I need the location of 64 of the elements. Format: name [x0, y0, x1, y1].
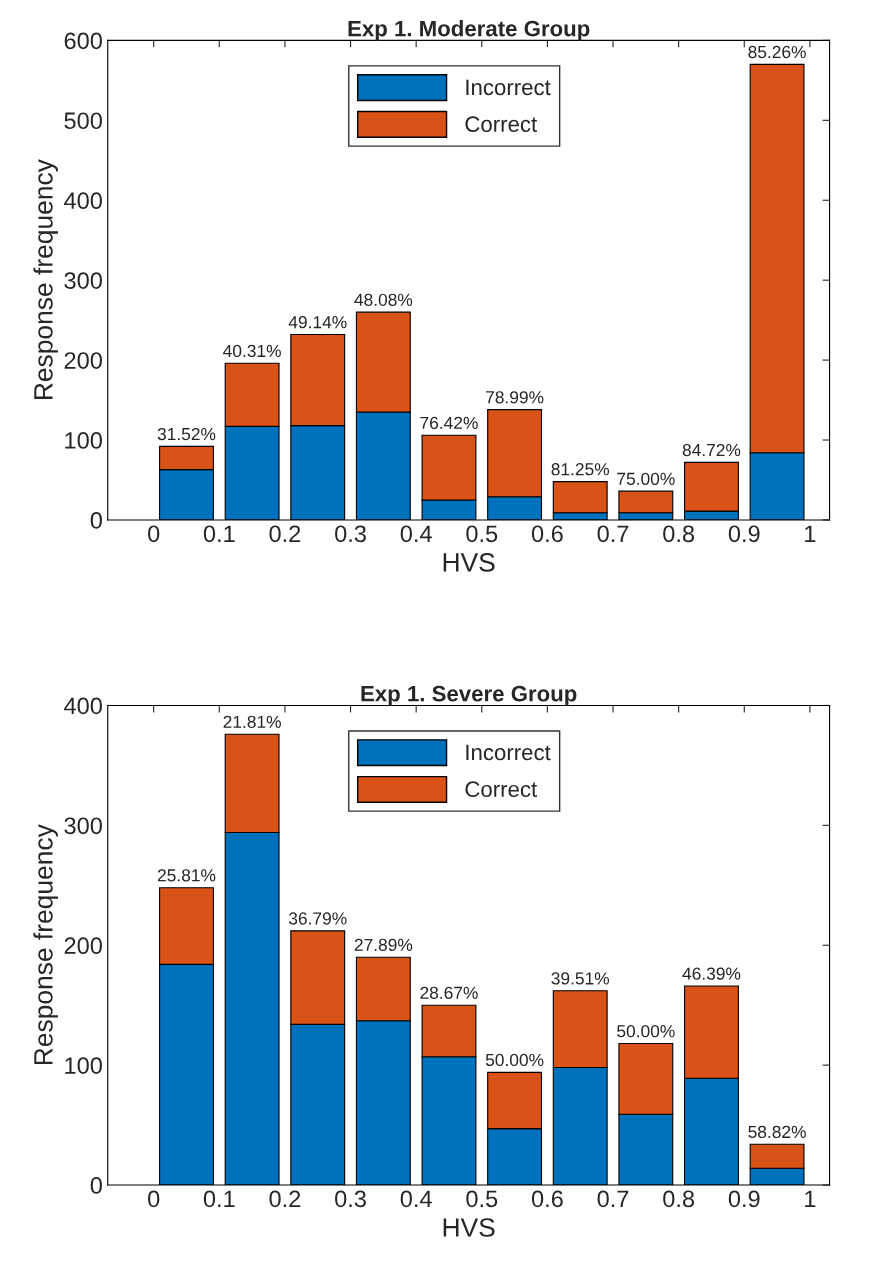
annotation: 75.00% [617, 472, 675, 485]
y-tick-label: 100 [65, 1057, 102, 1074]
x-tick-label: 0.4 [400, 1190, 432, 1208]
annotation: 81.25% [551, 463, 610, 476]
legend-label: Incorrect [466, 79, 551, 96]
annotation: 25.81% [157, 869, 216, 882]
x-tick-label: 0.6 [531, 1190, 563, 1208]
y-axis-title: Response frequency [33, 159, 58, 400]
y-tick-label: 300 [64, 272, 102, 289]
y-tick-label: 0 [90, 1177, 102, 1194]
annotation: 78.99% [486, 391, 544, 404]
y-tick-label: 300 [64, 817, 102, 835]
x-tick-label: 0.8 [663, 1190, 695, 1208]
y-tick-label: 600 [64, 32, 102, 50]
legend-label: Correct [465, 781, 538, 798]
x-tick-label: 0.5 [466, 525, 498, 543]
annotation: 21.81% [223, 715, 281, 729]
annotation: 84.72% [682, 443, 741, 457]
y-tick-label: 400 [64, 697, 102, 715]
annotation: 46.39% [682, 967, 741, 980]
annotation: 40.31% [223, 344, 281, 358]
x-tick-label: 0.4 [400, 525, 432, 543]
y-tick-label: 200 [64, 352, 102, 369]
x-tick-label: 0.6 [531, 525, 563, 543]
x-tick-label: 0.7 [597, 525, 629, 543]
y-tick-label: 100 [65, 432, 102, 449]
x-tick-label: 0.5 [466, 1190, 498, 1208]
annotation: 76.42% [420, 416, 478, 430]
annotation: 36.79% [288, 912, 347, 925]
x-tick-label: 0.2 [269, 1190, 301, 1208]
x-tick-label: 0.7 [597, 1190, 629, 1208]
annotation: 50.00% [485, 1053, 544, 1067]
y-tick-label: 0 [90, 512, 102, 529]
annotation: 58.82% [748, 1125, 806, 1139]
x-tick-label: 1 [805, 525, 816, 542]
y-tick-label: 400 [64, 192, 102, 210]
annotation: 31.52% [157, 427, 216, 441]
annotation: 39.51% [551, 972, 610, 985]
annotation: 50.00% [617, 1025, 675, 1038]
chart-title: Exp 1. Moderate Group [348, 20, 590, 41]
x-tick-label: 0.1 [203, 1190, 235, 1208]
x-tick-label: 0.9 [728, 525, 760, 543]
annotation: 49.14% [288, 316, 347, 329]
x-tick-label: 0.9 [728, 1190, 760, 1208]
annotation: 28.67% [420, 986, 478, 999]
x-tick-label: 0.8 [663, 525, 695, 543]
legend-label: Incorrect [466, 744, 551, 761]
x-tick-label: 0.3 [335, 525, 366, 543]
y-tick-label: 500 [64, 112, 102, 130]
chart-title: Exp 1. Severe Group [361, 685, 577, 706]
x-tick-label: 0 [148, 525, 160, 543]
x-tick-label: 0.1 [203, 525, 235, 543]
x-tick-label: 0.2 [269, 525, 301, 543]
x-tick-label: 1 [805, 1190, 816, 1207]
y-axis-title: Response frequency [33, 824, 58, 1065]
x-tick-label: 0.3 [335, 1190, 366, 1208]
legend-label: Correct [465, 116, 538, 132]
y-tick-label: 200 [64, 937, 102, 955]
x-tick-label: 0 [148, 1190, 160, 1208]
x-axis-title: HVS [443, 1218, 495, 1237]
annotation: 85.26% [748, 45, 806, 59]
annotation: 27.89% [354, 938, 413, 952]
annotation: 48.08% [354, 293, 413, 306]
x-axis-title: HVS [443, 553, 495, 572]
